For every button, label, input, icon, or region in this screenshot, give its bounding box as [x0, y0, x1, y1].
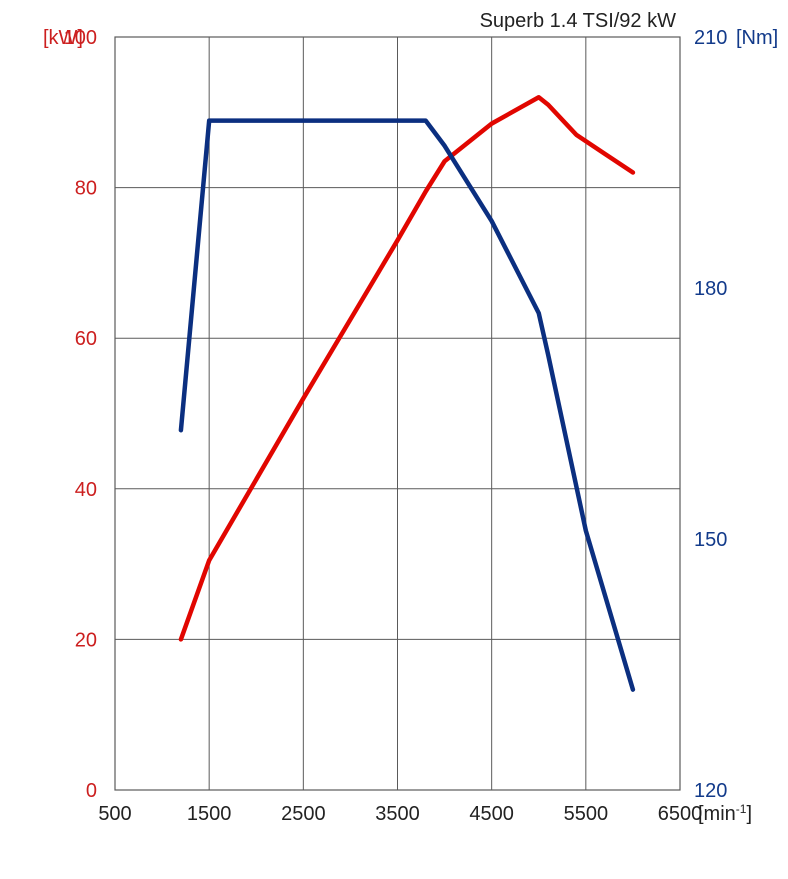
- y-right-tick: 120: [694, 780, 727, 802]
- x-tick: 5500: [564, 803, 609, 825]
- x-tick: 1500: [187, 803, 232, 825]
- y-left-tick: 20: [75, 629, 97, 651]
- y-left-tick: 60: [75, 328, 97, 350]
- y-left-tick: 100: [64, 27, 97, 49]
- x-tick: 3500: [375, 803, 420, 825]
- x-tick: 500: [98, 803, 131, 825]
- y-right-tick: 180: [694, 278, 727, 300]
- y-left-tick: 0: [86, 780, 97, 802]
- x-tick: 6500: [658, 803, 703, 825]
- x-tick: 2500: [281, 803, 326, 825]
- y-right-tick: 150: [694, 529, 727, 551]
- y-left-tick: 40: [75, 479, 97, 501]
- y-left-tick: 80: [75, 178, 97, 200]
- y-right-label: [Nm]: [736, 27, 778, 49]
- x-tick: 4500: [469, 803, 514, 825]
- engine-performance-chart: Superb 1.4 TSI/92 kW[kW]0204060801001201…: [0, 0, 788, 879]
- chart-title: Superb 1.4 TSI/92 kW: [480, 10, 677, 32]
- y-right-tick: 210: [694, 27, 727, 49]
